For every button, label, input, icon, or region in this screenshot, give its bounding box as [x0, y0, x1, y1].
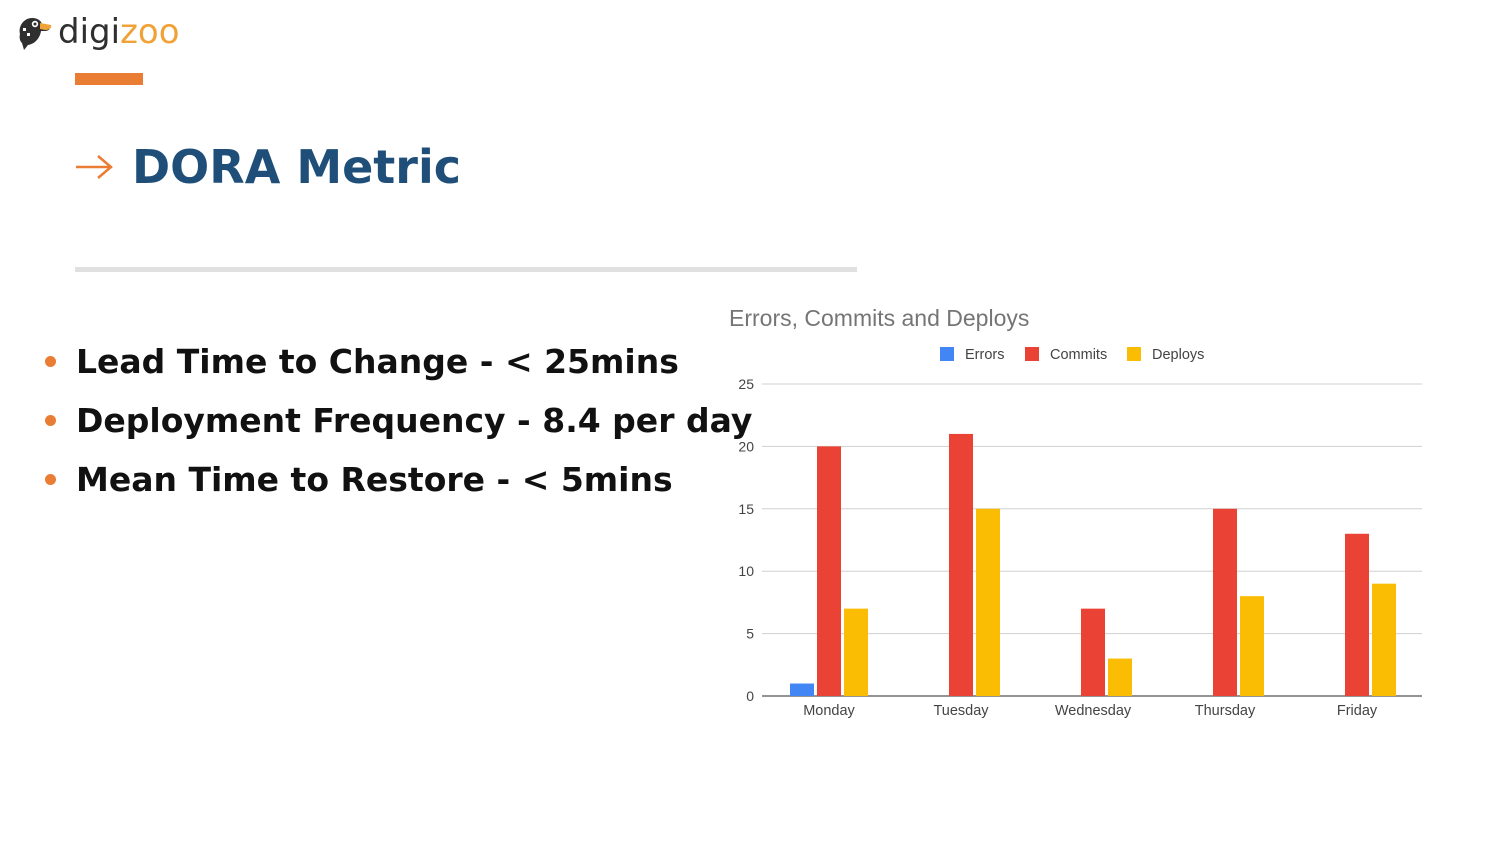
- x-tick-label: Friday: [1337, 703, 1378, 719]
- bar-errors-monday: [790, 683, 814, 696]
- x-tick-label: Monday: [803, 703, 855, 719]
- bullet-dot: [45, 415, 56, 426]
- legend-swatch-commits: [1025, 347, 1039, 361]
- bar-commits-thursday: [1213, 508, 1237, 696]
- y-tick-label: 5: [746, 626, 754, 642]
- bar-deploys-wednesday: [1108, 658, 1132, 696]
- bullet-item: Deployment Frequency - 8.4 per day: [45, 391, 752, 450]
- y-tick-label: 0: [746, 688, 754, 704]
- bullet-lead-time: Lead Time to Change - < 25mins: [76, 342, 679, 381]
- legend-swatch-errors: [940, 347, 954, 361]
- y-tick-label: 15: [738, 501, 754, 517]
- bullet-dot: [45, 356, 56, 367]
- legend-label-deploys: Deploys: [1152, 347, 1204, 363]
- y-tick-label: 10: [738, 563, 754, 579]
- brand-logo: digizoo: [14, 10, 180, 54]
- x-tick-label: Wednesday: [1055, 703, 1132, 719]
- brand-wordmark: digizoo: [58, 12, 180, 52]
- bar-commits-wednesday: [1081, 608, 1105, 696]
- brand-text-dark: digi: [58, 12, 121, 52]
- chart-title: Errors, Commits and Deploys: [729, 305, 1029, 331]
- y-tick-label: 20: [738, 438, 754, 454]
- bar-chart: Errors, Commits and Deploys Errors Commits…: [729, 305, 1422, 719]
- accent-bar: [75, 73, 143, 85]
- bar-commits-friday: [1345, 533, 1369, 696]
- bar-deploys-friday: [1372, 583, 1396, 696]
- bullet-item: Mean Time to Restore - < 5mins: [45, 450, 752, 509]
- bar-deploys-thursday: [1240, 596, 1264, 696]
- metrics-bullet-list: Lead Time to Change - < 25mins Deploymen…: [45, 332, 752, 509]
- bullet-deployment-frequency: Deployment Frequency - 8.4 per day: [76, 401, 753, 440]
- y-tick-label: 25: [738, 376, 754, 392]
- bullet-mean-time-restore: Mean Time to Restore - < 5mins: [76, 460, 673, 499]
- right-arrow-icon: [76, 155, 113, 179]
- brand-text-accent: zoo: [120, 12, 180, 52]
- x-tick-label: Thursday: [1195, 703, 1256, 719]
- x-tick-label: Tuesday: [933, 703, 989, 719]
- toucan-bird-icon: [19, 18, 52, 50]
- slide-title-row: DORA Metric: [74, 140, 461, 194]
- legend-label-commits: Commits: [1050, 347, 1107, 363]
- title-divider: [75, 267, 857, 272]
- legend-label-errors: Errors: [965, 347, 1004, 363]
- bar-commits-monday: [817, 446, 841, 696]
- bullet-item: Lead Time to Change - < 25mins: [45, 332, 752, 391]
- slide-title: DORA Metric: [132, 140, 462, 194]
- bar-commits-tuesday: [949, 433, 973, 696]
- legend-swatch-deploys: [1127, 347, 1141, 361]
- bar-deploys-tuesday: [976, 508, 1000, 696]
- bar-deploys-monday: [844, 608, 868, 696]
- bullet-dot: [45, 474, 56, 485]
